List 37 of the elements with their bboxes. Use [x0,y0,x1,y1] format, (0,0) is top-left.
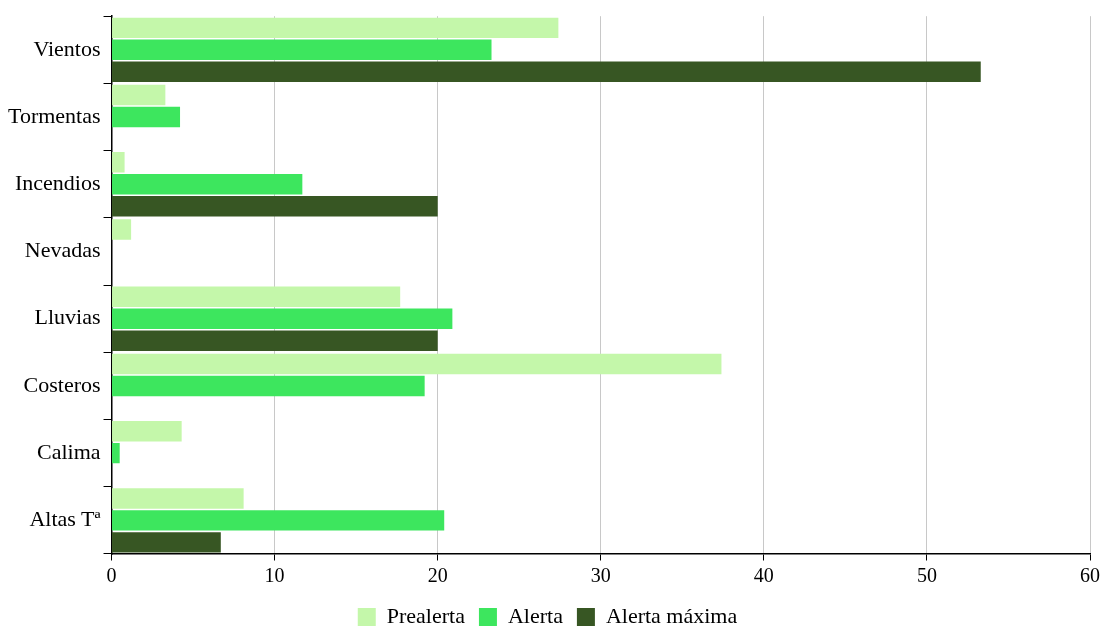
legend-label: Alerta [507,602,564,628]
y-tick-label: Costeros [23,371,101,397]
y-tick-label: Altas Tª [29,506,102,532]
y-tick-label: Nevadas [24,237,101,263]
bar [112,442,120,464]
y-tick-label: Incendios [15,170,101,196]
legend-label: Prealerta [386,602,466,628]
x-tick-label: 0 [106,564,117,587]
x-tick-label: 20 [427,564,448,587]
bar [112,532,221,553]
bar [112,106,181,128]
bar [112,84,166,106]
x-tick-label: 60 [1080,564,1100,587]
bar [112,286,401,307]
bar [112,152,125,173]
x-tick-label: 30 [590,564,611,587]
bar [112,330,438,351]
bar [112,174,303,195]
y-tick-label: Tormentas [8,102,101,128]
bar [112,353,722,375]
x-tick-label: 10 [264,564,285,587]
x-tick-label: 40 [753,564,774,587]
bar [112,308,453,329]
bar [112,219,132,240]
bar [112,196,438,217]
bar [112,510,445,531]
bar [112,39,492,61]
bar [112,375,425,397]
y-tick-label: Calima [37,438,101,464]
x-tick-label: 50 [916,564,937,587]
bar [112,17,559,39]
bar [112,420,182,442]
legend-label: Alerta máxima [605,602,738,628]
bar [112,488,244,509]
bar [112,61,981,82]
y-tick-label: Vientos [33,35,101,61]
y-tick-label: Lluvias [34,304,101,330]
